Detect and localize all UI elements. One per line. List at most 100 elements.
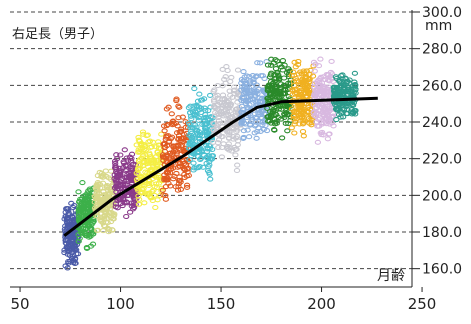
data-point — [106, 205, 114, 212]
data-point — [65, 241, 73, 248]
data-point — [246, 121, 254, 127]
data-point — [122, 168, 129, 174]
data-point — [293, 116, 300, 122]
data-point — [152, 204, 159, 211]
scatter-band — [238, 59, 271, 141]
data-point — [173, 170, 180, 176]
data-point — [174, 187, 182, 193]
data-point — [251, 88, 258, 94]
data-point — [210, 88, 217, 95]
data-point — [322, 106, 329, 112]
data-point — [268, 62, 275, 68]
data-point — [119, 203, 126, 209]
scatter-band — [185, 86, 217, 182]
data-point — [77, 230, 85, 236]
data-point — [274, 69, 281, 75]
data-point — [296, 85, 303, 91]
data-point — [168, 111, 175, 117]
data-point — [265, 83, 272, 89]
data-point — [291, 121, 298, 127]
data-point — [81, 229, 88, 235]
data-point — [299, 128, 307, 135]
data-point — [123, 155, 130, 161]
data-point — [179, 114, 186, 120]
data-point — [75, 238, 82, 244]
data-point — [196, 136, 203, 142]
data-point — [351, 70, 359, 76]
data-point — [281, 90, 289, 97]
data-point — [98, 170, 105, 176]
data-point — [65, 210, 72, 216]
data-point — [240, 128, 248, 134]
data-point — [229, 94, 236, 100]
data-point — [200, 96, 208, 102]
data-point — [257, 73, 265, 79]
data-point — [213, 122, 221, 129]
x-axis-label: 月齢 — [377, 268, 405, 284]
data-point — [109, 188, 116, 194]
data-point — [219, 66, 226, 72]
data-point — [288, 72, 295, 78]
data-point — [270, 127, 278, 133]
data-point — [215, 144, 222, 151]
data-point — [166, 150, 173, 156]
data-point — [213, 125, 220, 131]
data-point — [207, 176, 214, 182]
data-point — [346, 89, 354, 95]
data-point — [177, 129, 184, 135]
data-point — [189, 109, 197, 115]
data-point — [123, 213, 130, 220]
data-point — [304, 82, 311, 89]
data-point — [135, 137, 143, 143]
data-point — [214, 95, 221, 101]
data-point — [245, 134, 253, 140]
data-point — [313, 119, 320, 125]
data-point — [244, 127, 251, 133]
y-tick-label: 240.0 — [422, 115, 462, 131]
data-point — [269, 80, 277, 86]
data-point — [63, 206, 70, 212]
y-tick-label: 220.0 — [422, 152, 462, 168]
data-point — [289, 92, 296, 98]
y-tick-label: 280.0 — [422, 42, 462, 58]
data-point — [210, 103, 218, 109]
data-point — [276, 61, 283, 67]
data-point — [170, 176, 177, 182]
data-point — [122, 174, 129, 181]
data-point — [183, 182, 191, 188]
data-point — [267, 114, 275, 120]
data-point — [97, 217, 104, 223]
mean-line-layer — [63, 96, 378, 237]
data-point — [217, 111, 225, 117]
data-point — [153, 174, 160, 180]
data-point — [71, 256, 79, 262]
x-tick-label: 100 — [106, 295, 135, 313]
data-point — [317, 120, 325, 126]
data-point — [118, 177, 125, 183]
data-point — [253, 73, 260, 79]
x-tick-label: 150 — [207, 295, 236, 313]
data-point — [240, 69, 247, 75]
data-point — [299, 109, 307, 115]
data-point — [222, 80, 229, 86]
data-point — [228, 74, 235, 80]
data-point — [233, 167, 241, 174]
axis-layer: 160.0 180.0 200.0 220.0 240.0 260.0 280.0 300.0… — [10, 5, 462, 313]
data-point — [341, 85, 349, 91]
data-point — [290, 116, 297, 122]
data-point — [72, 236, 79, 242]
data-point — [322, 103, 329, 109]
data-point — [147, 144, 154, 150]
data-point — [268, 56, 275, 62]
data-point — [233, 106, 241, 112]
data-point — [335, 78, 343, 84]
data-point — [242, 101, 249, 107]
data-point — [326, 121, 333, 127]
data-point — [116, 172, 123, 178]
data-point — [206, 156, 214, 162]
data-point — [63, 219, 71, 225]
data-point — [160, 141, 167, 147]
data-point — [274, 91, 282, 97]
